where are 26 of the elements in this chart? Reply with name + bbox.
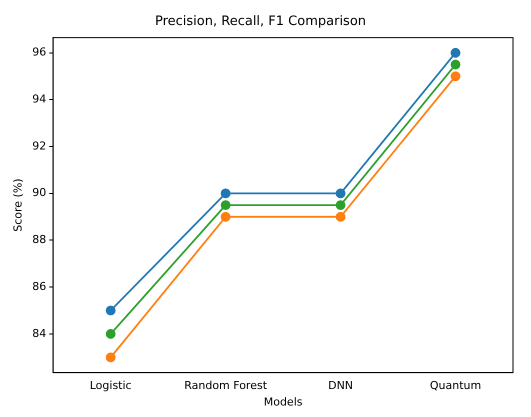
y-tick-label: 88 xyxy=(32,233,46,246)
y-tick-label: 90 xyxy=(32,186,46,200)
point xyxy=(220,188,231,198)
point xyxy=(450,71,460,82)
x-tick-label: Quantum xyxy=(430,379,482,392)
point xyxy=(450,48,460,58)
y-axis-title: Score (%) xyxy=(11,178,24,232)
point xyxy=(220,200,231,210)
y-tick-label: 94 xyxy=(32,92,46,106)
point xyxy=(106,306,116,316)
chart-title: Precision, Recall, F1 Comparison xyxy=(154,14,366,30)
point xyxy=(336,212,346,222)
point xyxy=(450,60,460,70)
point xyxy=(336,188,346,198)
x-tick-label: Logistic xyxy=(90,379,132,392)
y-tick-label: 92 xyxy=(32,139,46,152)
y-tick-label: 86 xyxy=(32,280,46,293)
x-tick-label: Random Forest xyxy=(184,379,268,392)
point xyxy=(106,329,116,339)
x-tick-label: DNN xyxy=(328,379,354,392)
point xyxy=(106,352,116,362)
y-tick-label: 84 xyxy=(32,326,46,340)
point xyxy=(336,200,346,210)
x-axis-title: Models xyxy=(264,395,303,408)
y-tick-label: 96 xyxy=(32,46,46,59)
point xyxy=(220,212,231,222)
